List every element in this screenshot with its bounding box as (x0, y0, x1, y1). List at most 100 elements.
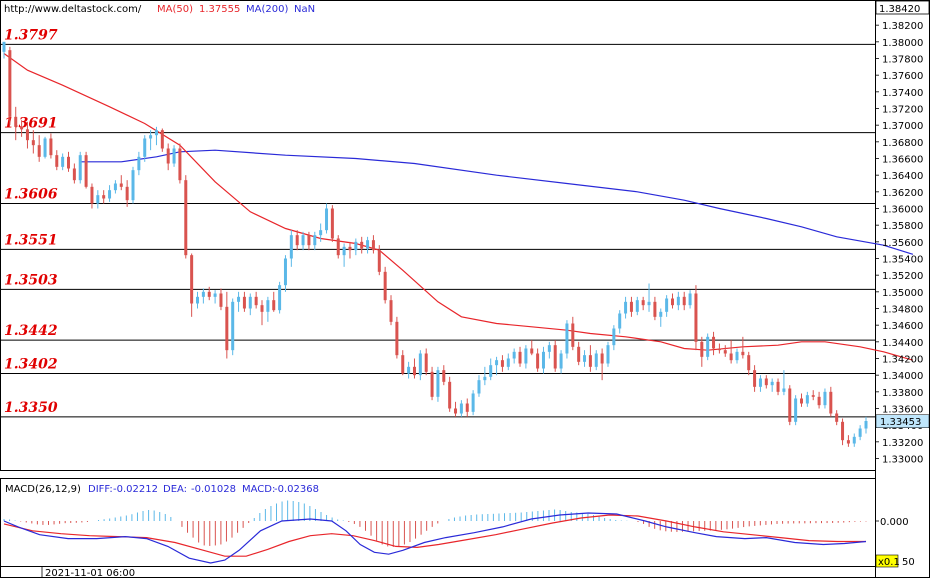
candle (154, 126, 158, 146)
candle (102, 190, 106, 204)
candle-body (571, 323, 575, 347)
candle (794, 395, 798, 426)
candle (712, 331, 716, 356)
candle-body (354, 241, 358, 251)
candle-body (594, 353, 598, 367)
candle (629, 296, 633, 317)
candle-body (166, 148, 170, 164)
candle (553, 340, 557, 372)
candle-body (330, 208, 334, 239)
candle-body (307, 235, 311, 246)
macd-diff-value: -0.02212 (113, 484, 158, 495)
candle (618, 310, 622, 334)
candle (782, 370, 786, 396)
candle-body (225, 306, 229, 351)
time-axis-date: 2021-11-01 06:00 (45, 568, 135, 578)
candle (237, 291, 241, 312)
candle-body (313, 235, 317, 246)
candle (424, 348, 428, 376)
price-tick-label: 1.34400 (882, 338, 923, 349)
candle-body (635, 300, 639, 312)
candle-body (72, 168, 76, 181)
top-price-box (875, 0, 930, 15)
macd-hist-value: -0.02368 (274, 484, 319, 495)
candle (313, 231, 317, 251)
macd-dea-value: -0.01028 (191, 484, 236, 495)
candle (530, 340, 534, 356)
candle (624, 296, 628, 319)
candle (829, 386, 833, 417)
macd-scale-box[interactable] (875, 554, 899, 568)
candle-body (154, 130, 158, 136)
candle-body (418, 353, 422, 376)
candle (20, 120, 24, 137)
candle-body (659, 311, 663, 317)
candle (753, 365, 757, 392)
candle (770, 378, 774, 392)
candle-body (776, 381, 780, 392)
candle-body (231, 301, 235, 351)
candle (383, 266, 387, 304)
candlesticks (2, 41, 868, 447)
candle-body (319, 230, 323, 236)
candle-body (717, 348, 721, 351)
candle-body (477, 380, 481, 394)
candle (137, 151, 141, 176)
candle-body (665, 298, 669, 312)
candle-body (14, 116, 18, 127)
candle-body (741, 351, 745, 356)
candle-body (858, 428, 862, 437)
ma50-value: 1.37555 (199, 4, 240, 15)
candle (600, 348, 604, 381)
candle (201, 288, 205, 304)
candle (688, 290, 692, 309)
price-tick-label: 1.36600 (882, 155, 923, 166)
level-label: 1.3402 (4, 357, 58, 373)
candle (577, 341, 581, 366)
candle-body (706, 336, 710, 357)
macd-diff-label: DIFF: (88, 484, 113, 495)
level-label: 1.3503 (4, 272, 58, 288)
candle (747, 351, 751, 376)
candle-body (700, 341, 704, 357)
candle-body (794, 398, 798, 422)
candle-body (366, 240, 370, 249)
candle-body (371, 240, 375, 251)
candle-body (213, 293, 217, 297)
candle (495, 356, 499, 376)
candle-body (459, 403, 463, 414)
candle (61, 153, 65, 171)
candle-body (829, 391, 833, 414)
candle-body (430, 371, 434, 397)
candle (448, 376, 452, 412)
candle (90, 183, 94, 209)
price-tick-label: 1.33000 (882, 455, 923, 466)
price-tick-label: 1.33200 (882, 438, 923, 449)
macd-hist-label: MACD: (242, 484, 275, 495)
candle (500, 355, 504, 372)
candle (108, 185, 112, 202)
price-axis-frame (875, 0, 930, 578)
candle (665, 295, 669, 317)
candle-body (395, 321, 399, 356)
candle (184, 175, 188, 259)
site-url[interactable]: http://www.deltastock.com/ (4, 4, 142, 15)
candle (459, 400, 463, 417)
candle (735, 348, 739, 364)
candle-body (131, 170, 135, 201)
candle-body (518, 351, 522, 364)
candle-body (454, 408, 458, 414)
candle-body (25, 129, 29, 141)
candle (55, 150, 59, 171)
price-tick-label: 1.33800 (882, 388, 923, 399)
candle-body (512, 351, 516, 359)
candle (647, 283, 651, 312)
candle (799, 393, 803, 407)
candle (670, 293, 674, 309)
candle (49, 133, 53, 159)
candle (330, 205, 334, 242)
candle-body (841, 421, 845, 441)
candle (436, 366, 440, 402)
price-tick-label: 1.37800 (882, 55, 923, 66)
candle-body (541, 351, 545, 369)
